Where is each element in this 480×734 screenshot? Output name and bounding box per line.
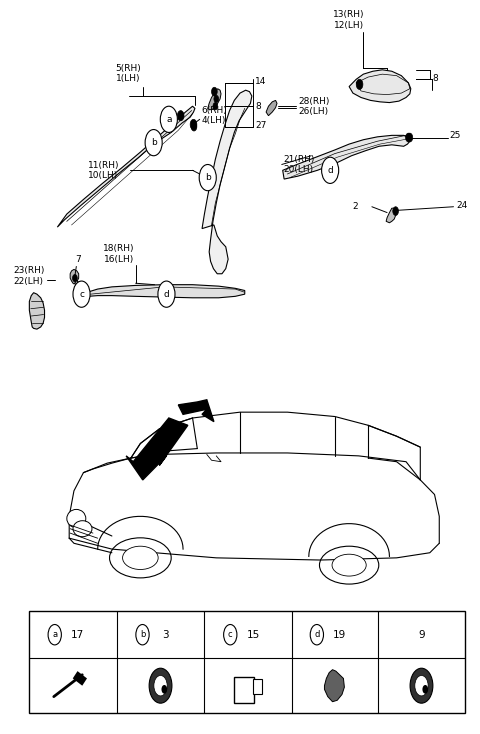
Circle shape xyxy=(393,207,398,216)
Ellipse shape xyxy=(320,546,379,584)
Circle shape xyxy=(158,281,175,308)
Polygon shape xyxy=(208,89,221,110)
Ellipse shape xyxy=(122,546,158,570)
Text: 6(RH)
4(LH): 6(RH) 4(LH) xyxy=(201,106,227,126)
Polygon shape xyxy=(75,280,84,294)
Text: c: c xyxy=(79,290,84,299)
Circle shape xyxy=(136,625,149,645)
Ellipse shape xyxy=(67,509,86,528)
Text: 11(RH)
10(LH): 11(RH) 10(LH) xyxy=(88,161,120,180)
Polygon shape xyxy=(386,208,396,222)
Text: a: a xyxy=(166,115,171,124)
Text: 5(RH)
1(LH): 5(RH) 1(LH) xyxy=(116,64,142,83)
Text: d: d xyxy=(164,290,169,299)
Text: 18(RH)
16(LH): 18(RH) 16(LH) xyxy=(103,244,135,264)
Text: 7: 7 xyxy=(75,255,81,264)
Polygon shape xyxy=(202,90,252,274)
Polygon shape xyxy=(29,293,45,329)
Text: d: d xyxy=(314,631,320,639)
Circle shape xyxy=(410,668,433,703)
Circle shape xyxy=(161,685,167,694)
Text: 8: 8 xyxy=(255,102,261,111)
Circle shape xyxy=(73,281,90,308)
FancyBboxPatch shape xyxy=(234,677,254,703)
Text: d: d xyxy=(327,166,333,175)
Circle shape xyxy=(199,164,216,191)
Circle shape xyxy=(422,685,428,694)
Text: 3: 3 xyxy=(162,630,168,640)
Polygon shape xyxy=(70,269,79,284)
Circle shape xyxy=(160,106,178,132)
Circle shape xyxy=(322,157,339,184)
Circle shape xyxy=(406,133,411,142)
Text: 14: 14 xyxy=(255,77,266,86)
Ellipse shape xyxy=(73,520,92,537)
Text: 28(RH)
26(LH): 28(RH) 26(LH) xyxy=(298,96,329,116)
Circle shape xyxy=(72,275,77,282)
Text: 19: 19 xyxy=(333,630,346,640)
Circle shape xyxy=(213,103,218,110)
Circle shape xyxy=(154,675,167,696)
Text: 15: 15 xyxy=(246,630,260,640)
Text: a: a xyxy=(52,631,57,639)
FancyBboxPatch shape xyxy=(29,611,466,713)
Circle shape xyxy=(178,111,184,121)
Polygon shape xyxy=(179,400,214,421)
Text: 25: 25 xyxy=(450,131,461,140)
Text: b: b xyxy=(140,631,145,639)
Text: 8: 8 xyxy=(432,74,438,83)
Text: 24: 24 xyxy=(456,201,467,210)
Circle shape xyxy=(212,87,217,96)
Circle shape xyxy=(407,133,413,142)
Text: 13(RH)
12(LH): 13(RH) 12(LH) xyxy=(334,10,365,30)
Text: 27: 27 xyxy=(255,120,266,130)
Polygon shape xyxy=(283,135,410,179)
Text: b: b xyxy=(151,138,156,147)
Polygon shape xyxy=(73,671,87,686)
Polygon shape xyxy=(57,106,195,227)
Text: 23(RH)
22(LH): 23(RH) 22(LH) xyxy=(13,266,45,286)
Circle shape xyxy=(191,123,197,131)
Circle shape xyxy=(145,129,162,156)
Polygon shape xyxy=(84,285,245,298)
Text: 17: 17 xyxy=(71,630,84,640)
Polygon shape xyxy=(266,101,277,116)
FancyBboxPatch shape xyxy=(252,679,262,694)
Text: 9: 9 xyxy=(418,630,425,640)
Text: b: b xyxy=(205,173,211,182)
Circle shape xyxy=(214,95,219,103)
Ellipse shape xyxy=(109,538,171,578)
Text: 21(RH)
20(LH): 21(RH) 20(LH) xyxy=(284,155,315,174)
Polygon shape xyxy=(349,70,411,103)
Circle shape xyxy=(48,625,61,645)
Circle shape xyxy=(415,675,428,696)
Ellipse shape xyxy=(332,554,366,576)
Polygon shape xyxy=(324,669,344,702)
Circle shape xyxy=(310,625,324,645)
Circle shape xyxy=(149,668,172,703)
Circle shape xyxy=(356,79,363,90)
Text: 2: 2 xyxy=(352,203,358,211)
Circle shape xyxy=(190,120,197,129)
Circle shape xyxy=(224,625,237,645)
Polygon shape xyxy=(126,418,188,480)
Text: c: c xyxy=(228,631,233,639)
